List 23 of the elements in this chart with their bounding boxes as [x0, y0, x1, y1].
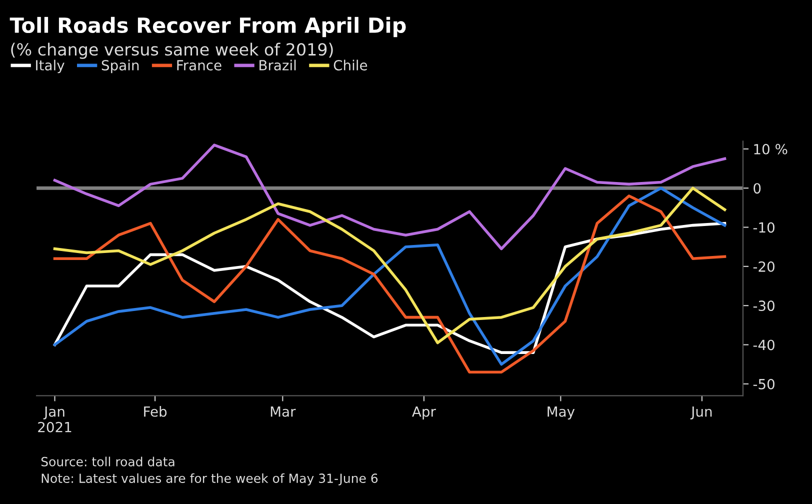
y-tick-label: -20: [753, 261, 774, 272]
y-tick-label: -30: [753, 300, 774, 312]
text: Note: Latest values are for the week of May 31-June 6: [42, 473, 378, 486]
x-tick-label: Feb: [144, 406, 167, 417]
y-tick-label: 10 %: [754, 144, 788, 154]
line-series: [53, 144, 726, 250]
source-note: Source: toll road data: [41, 456, 174, 466]
x-tick-label: May: [548, 406, 575, 420]
legend-label: Spain: [102, 60, 139, 74]
legend-label: Chile: [334, 60, 368, 70]
legend-label: France: [177, 60, 222, 70]
y-tick-label: 0: [754, 183, 761, 194]
x-tick-label: Mar: [270, 406, 296, 417]
chart-title: Toll Roads Recover From April Dip: [10, 16, 406, 38]
y-tick-label: -50: [753, 378, 774, 390]
y-tick-label: -40: [753, 340, 774, 350]
legend-label: Brazil: [260, 60, 296, 70]
x-tick-label: Jan 2021: [38, 406, 72, 432]
y-tick-label: -10: [753, 222, 774, 233]
x-tick-label: Jun: [690, 406, 712, 420]
legend-label: Italy: [36, 60, 64, 74]
x-tick-label: Apr: [412, 406, 436, 420]
chart-subtitle: (% change versus same week of 2019): [11, 42, 333, 59]
